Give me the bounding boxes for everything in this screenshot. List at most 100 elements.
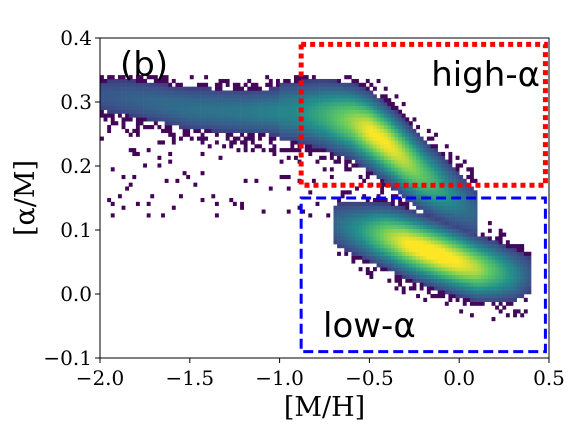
heatmap-cell [383,159,388,164]
heatmap-cell [153,82,158,87]
heatmap-cell [383,155,388,160]
heatmap-cell [283,148,288,153]
heatmap-cell [412,286,417,291]
heatmap-cell [423,247,428,253]
heatmap-cell [430,167,435,172]
heatmap-cell [290,121,295,126]
heatmap-cell [441,167,446,172]
heatmap-cell [258,98,262,103]
heatmap-cell [387,144,392,149]
heatmap-cell [107,82,112,87]
heatmap-cell [276,117,280,122]
heatmap-cell [520,278,525,283]
heatmap-cell [362,236,367,241]
heatmap-cell [117,113,122,118]
heatmap-cell [344,151,349,157]
heatmap-cell [426,174,431,180]
heatmap-cell [193,113,198,118]
heatmap-cell [117,90,122,95]
heatmap-cell [337,140,341,145]
heatmap-cell [114,94,119,99]
heatmap-cell [401,121,406,126]
heatmap-cell [426,190,431,195]
heatmap-cell [408,163,413,168]
heatmap-cell [365,167,370,172]
heatmap-cell [337,155,341,160]
heatmap-cell [372,247,377,253]
heatmap-cell [390,121,395,126]
heatmap-cell [344,240,349,245]
heatmap-cell [437,209,442,214]
heatmap-cell [117,194,122,199]
heatmap-cell [344,148,349,153]
heatmap-cell [434,282,438,287]
heatmap-cell [265,125,270,130]
heatmap-cell [283,136,288,141]
heatmap-cell [434,159,438,164]
heatmap-cell [362,163,367,168]
heatmap-cell [452,171,456,176]
heatmap-cell [365,109,370,114]
heatmap-cell [304,144,309,149]
heatmap-cell [466,290,471,295]
heatmap-cell [466,174,471,180]
heatmap-cell [297,86,302,91]
heatmap-cell [121,86,126,91]
heatmap-cell [462,286,467,291]
heatmap-cell [369,251,374,256]
heatmap-cell [448,178,453,183]
heatmap-cell [502,270,507,276]
heatmap-cell [182,109,187,114]
heatmap-cell [408,121,413,126]
heatmap-cell [189,98,194,103]
heatmap-cell [171,98,176,103]
heatmap-cell [168,94,173,99]
heatmap-cell [387,232,392,237]
heatmap-cell [455,213,460,218]
heatmap-cell [329,113,334,118]
heatmap-cell [268,113,273,118]
heatmap-cell [437,290,442,295]
heatmap-cell [376,240,381,245]
heatmap-cell [372,155,377,160]
heatmap-cell [355,251,359,256]
heatmap-cell [380,117,385,122]
heatmap-cell [466,267,471,272]
heatmap-cell [444,274,449,279]
heatmap-cell [416,224,420,230]
heatmap-cell [143,163,147,168]
heatmap-cell [408,236,413,241]
heatmap-cell [437,155,442,160]
heatmap-cell [365,251,370,256]
heatmap-cell [405,186,410,191]
heatmap-cell [423,205,428,210]
heatmap-cell [333,102,338,107]
heatmap-cell [477,290,482,295]
heatmap-cell [369,201,374,206]
heatmap-cell [337,221,341,226]
heatmap-cell [520,267,525,272]
heatmap-cell [150,109,155,114]
heatmap-cell [286,86,291,91]
heatmap-cell [240,109,244,114]
heatmap-cell [423,282,428,287]
heatmap-cell [125,78,130,84]
heatmap-cell [473,213,478,218]
heatmap-cell [319,105,323,110]
heatmap-cell [297,121,302,126]
heatmap-cell [211,90,216,95]
heatmap-cell [355,102,359,107]
heatmap-cell [430,151,435,157]
heatmap-cell [419,186,424,191]
heatmap-cell [452,194,456,199]
heatmap-cell [380,121,385,126]
heatmap-cell [459,267,464,272]
heatmap-cell [351,247,356,253]
heatmap-cell [304,128,309,134]
heatmap-cell [387,236,392,241]
heatmap-cell [387,255,392,260]
heatmap-cell [520,290,525,295]
heatmap-cell [390,151,395,157]
heatmap-cell [466,232,471,237]
heatmap-cell [107,105,112,110]
